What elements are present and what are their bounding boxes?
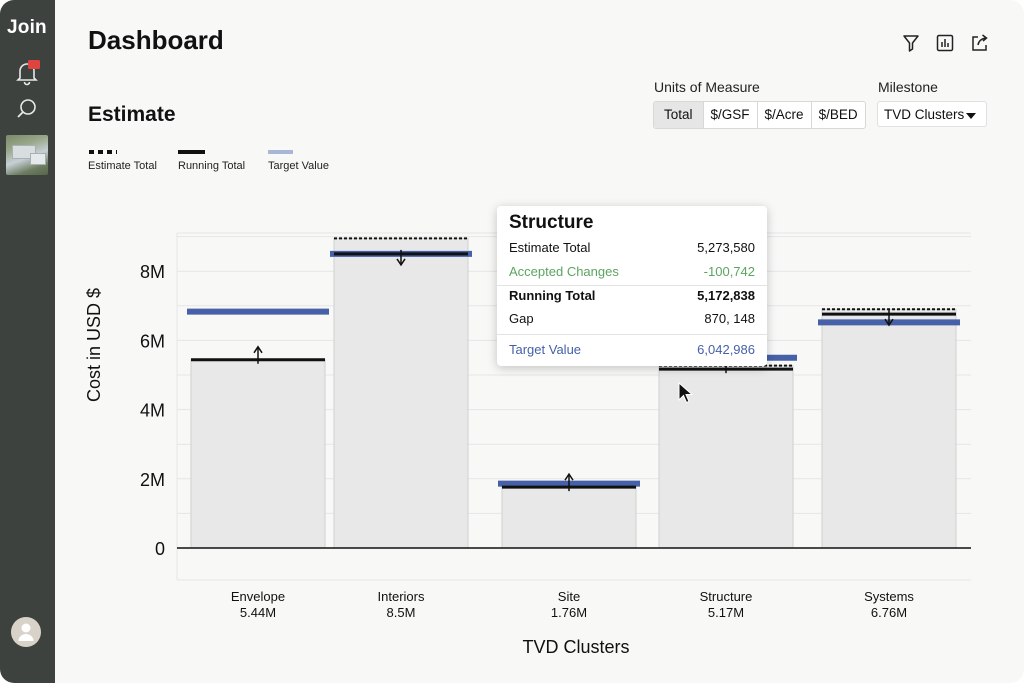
legend-running-total: Running Total (178, 148, 245, 172)
y-axis-label: Cost in USD $ (84, 288, 104, 402)
export-icon[interactable] (970, 33, 990, 53)
units-option-acre[interactable]: $/Acre (758, 102, 812, 128)
x-axis-label: TVD Clusters (522, 637, 629, 657)
units-option-total[interactable]: Total (654, 102, 704, 128)
legend-label: Target Value (268, 160, 329, 172)
tooltip-row-estimate-total: Estimate Total 5,273,580 (509, 240, 755, 255)
tooltip-row-target-value: Target Value 6,042,986 (509, 342, 755, 357)
bell-icon[interactable] (14, 60, 40, 86)
tooltip-row-running-total: Running Total 5,172,838 (509, 288, 755, 303)
user-icon (18, 623, 34, 641)
main-content: Dashboard Estimate Estimate Total (55, 0, 1024, 683)
bar (501, 486, 637, 549)
arrowhead-icon (396, 258, 406, 267)
tooltip-label: Running Total (509, 288, 596, 303)
milestone-value: TVD Clusters (884, 107, 965, 122)
avatar[interactable] (11, 617, 41, 647)
tooltip-value: 6,042,986 (697, 342, 755, 357)
y-tick-label: 8M (140, 262, 165, 282)
tooltip-label: Accepted Changes (509, 264, 619, 279)
sidebar: Join (0, 0, 55, 683)
tooltip-label: Target Value (509, 342, 582, 357)
tooltip-title: Structure (509, 212, 594, 233)
data-label: 5.17M (708, 605, 744, 620)
arrowhead-icon (253, 345, 263, 354)
tooltip-label: Estimate Total (509, 240, 591, 255)
y-tick-label: 4M (140, 401, 165, 421)
target-line-swatch (268, 150, 293, 154)
tooltip-row-accepted-changes: Accepted Changes -100,742 (509, 264, 755, 279)
tooltip-value: 5,172,838 (697, 288, 755, 303)
x-tick-label: Interiors (378, 589, 425, 604)
chart-icon[interactable] (935, 33, 955, 53)
data-label: 8.5M (387, 605, 416, 620)
y-tick-label: 6M (140, 331, 165, 351)
logo[interactable]: Join (7, 17, 47, 38)
legend-target-value: Target Value (268, 148, 329, 172)
data-label: 5.44M (240, 605, 276, 620)
mouse-cursor-icon (678, 382, 694, 404)
search-icon[interactable] (14, 96, 40, 122)
tooltip-row-gap: Gap 870, 148 (509, 311, 755, 326)
legend-estimate-total: Estimate Total (88, 148, 157, 172)
units-option-gsf[interactable]: $/GSF (704, 102, 758, 128)
tooltip-value: 870, 148 (704, 311, 755, 326)
divider (497, 285, 767, 286)
bar (190, 359, 326, 549)
x-tick-label: Envelope (231, 589, 285, 604)
section-title: Estimate (88, 103, 176, 126)
x-tick-label: Systems (864, 589, 914, 604)
units-option-bed[interactable]: $/BED (818, 107, 858, 122)
data-label: 6.76M (871, 605, 907, 620)
tooltip-value: 5,273,580 (697, 240, 755, 255)
x-tick-label: Site (558, 589, 580, 604)
bar (821, 308, 957, 549)
legend-label: Estimate Total (88, 160, 157, 172)
tooltip-value: -100,742 (703, 264, 755, 279)
bar (333, 237, 469, 549)
units-segmented-control: Total $/GSF $/Acre $/BED (653, 101, 866, 129)
dotted-line-swatch (89, 150, 117, 154)
milestone-dropdown[interactable]: TVD Clusters (877, 101, 987, 127)
y-tick-label: 0 (155, 539, 165, 559)
y-tick-label: 2M (140, 470, 165, 490)
page-title: Dashboard (88, 25, 224, 55)
cluster-cost-chart: Cost in USD $ TVD Clusters 0 2M 4M 6M 8M Env… (84, 232, 971, 657)
tooltip-label: Gap (509, 311, 534, 326)
x-tick-label: Structure (700, 589, 753, 604)
project-thumbnail[interactable] (6, 135, 48, 175)
caret-down-icon (966, 113, 976, 119)
filter-icon[interactable] (901, 33, 921, 53)
units-of-measure-label: Units of Measure (654, 79, 760, 95)
data-label: 1.76M (551, 605, 587, 620)
milestone-label: Milestone (878, 79, 938, 95)
solid-line-swatch (178, 150, 205, 154)
structure-tooltip: Structure Estimate Total 5,273,580 Accep… (497, 206, 767, 366)
divider (497, 334, 767, 335)
legend-label: Running Total (178, 160, 246, 172)
arrowhead-icon (564, 472, 574, 481)
arrowhead-icon (884, 318, 894, 327)
